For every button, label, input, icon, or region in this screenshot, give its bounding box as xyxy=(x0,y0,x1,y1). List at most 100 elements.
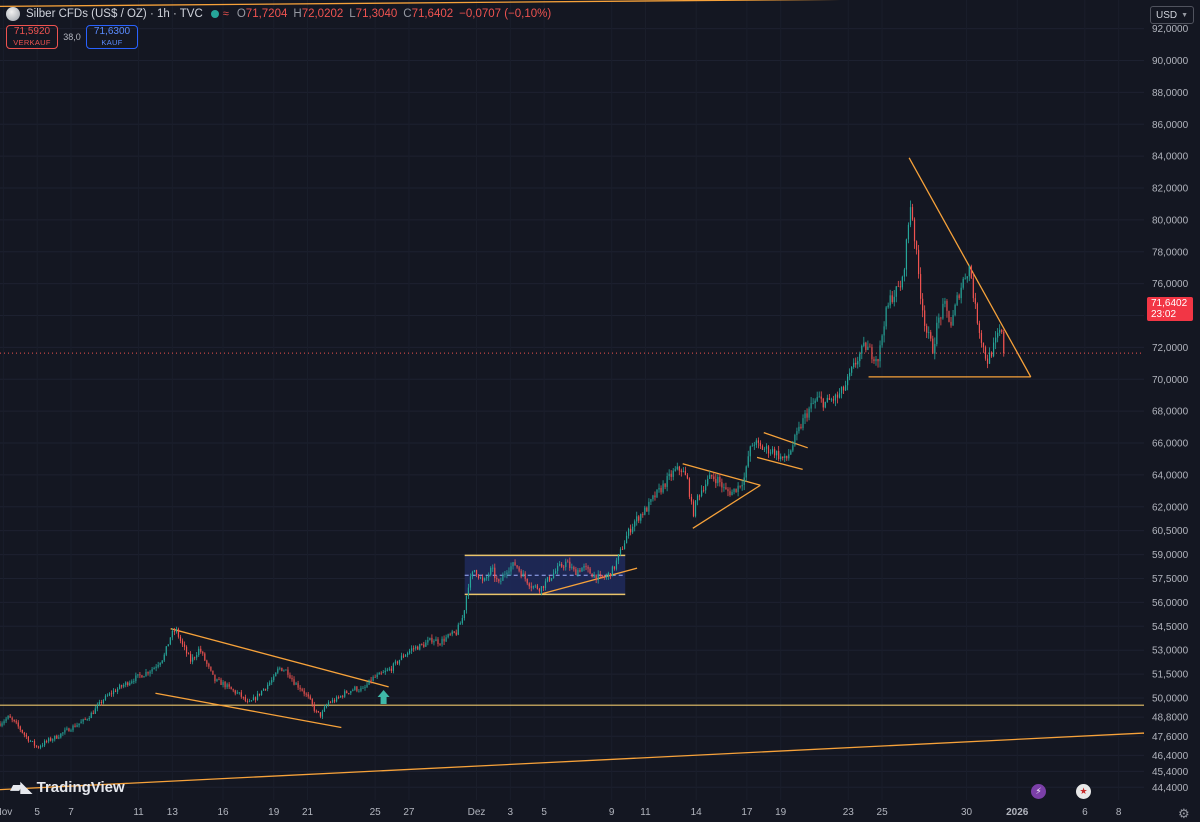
candle-body-481 xyxy=(974,298,976,304)
candle-body-185 xyxy=(374,677,376,678)
candle-270 xyxy=(546,576,549,583)
candle-223 xyxy=(451,629,453,637)
candle-242 xyxy=(490,566,492,577)
candle-body-478 xyxy=(968,266,970,277)
candle-63 xyxy=(127,681,129,687)
marker-layer[interactable] xyxy=(377,690,390,705)
candle-body-249 xyxy=(504,574,506,576)
candle-body-74 xyxy=(149,671,151,674)
candle-191 xyxy=(386,667,388,672)
candle-body-398 xyxy=(806,413,808,418)
candle-82 xyxy=(165,646,167,657)
candle-body-421 xyxy=(853,362,855,367)
candle-393 xyxy=(796,427,798,441)
candle-body-196 xyxy=(396,661,399,664)
candle-body-401 xyxy=(812,402,814,404)
gear-icon[interactable]: ⚙ xyxy=(1178,806,1190,821)
currency-selector[interactable]: USD ▼ xyxy=(1150,6,1194,24)
candle-111 xyxy=(224,680,226,690)
candle-body-93 xyxy=(187,653,190,655)
candle-450 xyxy=(911,203,914,221)
candle-220 xyxy=(445,634,447,643)
candle-41 xyxy=(82,718,84,725)
candle-269 xyxy=(544,578,547,591)
candle-body-110 xyxy=(222,681,224,686)
tradingview-watermark[interactable]: ▰◣ TradingView xyxy=(10,777,125,797)
sell-button[interactable]: 71,5920 VERKAUF xyxy=(6,25,58,49)
candle-59 xyxy=(119,683,121,690)
x-tick-label-9: 27 xyxy=(403,807,415,818)
candle-body-482 xyxy=(976,303,978,324)
candle-body-321 xyxy=(650,499,652,502)
candle-body-359 xyxy=(727,489,729,492)
candle-237 xyxy=(479,576,482,580)
candle-254 xyxy=(514,559,516,566)
candle-body-173 xyxy=(350,691,352,694)
candle-body-158 xyxy=(319,712,321,717)
time-axis[interactable]: Nov 5 7 11 13 16 19 21 25 27 Dez 3 5 9 11 14 17 19 23 25 30 2… xyxy=(0,800,1200,822)
trendline-0 xyxy=(0,732,1145,791)
candle-body-338 xyxy=(684,471,686,476)
price-axis[interactable]: 92,0000 90,0000 88,0000 86,0000 84,0000 82,00… xyxy=(1144,0,1200,822)
candle-38 xyxy=(76,722,78,728)
candle-body-325 xyxy=(658,487,660,490)
candle-body-81 xyxy=(163,654,165,661)
candle-296 xyxy=(599,570,601,578)
candle-body-180 xyxy=(364,687,366,689)
candle-23 xyxy=(46,739,48,744)
candle-402 xyxy=(814,398,816,409)
candle-body-122 xyxy=(246,700,248,702)
candle-body-366 xyxy=(741,484,743,487)
candle-27 xyxy=(54,735,56,742)
candle-275 xyxy=(557,562,559,575)
us-flag-event-icon[interactable]: ★ xyxy=(1076,784,1091,799)
candle-53 xyxy=(106,693,109,697)
candle-113 xyxy=(228,682,230,689)
candle-body-448 xyxy=(907,224,910,240)
candle-493 xyxy=(999,324,1001,337)
x-tick-label-19: 25 xyxy=(877,807,889,818)
candle-body-414 xyxy=(838,393,841,398)
candle-12 xyxy=(23,731,25,738)
candle-403 xyxy=(816,391,818,403)
y-tick-label-8: 76,0000 xyxy=(1152,279,1189,290)
candle-body-373 xyxy=(755,440,757,445)
candle-body-394 xyxy=(798,426,800,432)
candle-283 xyxy=(573,565,575,572)
candle-6 xyxy=(11,716,13,723)
x-tick-label-4: 13 xyxy=(167,807,179,818)
candle-9 xyxy=(17,720,19,729)
trendline-layer[interactable] xyxy=(0,0,1145,791)
candle-body-148 xyxy=(299,687,301,690)
symbol-title[interactable]: Silber CFDs (US$ / OZ) · 1h · TVC xyxy=(26,8,203,20)
candle-475 xyxy=(962,276,964,290)
candle-body-152 xyxy=(307,694,309,697)
candle-body-367 xyxy=(743,477,745,485)
candle-391 xyxy=(792,440,794,453)
candle-392 xyxy=(794,433,796,447)
candle-body-237 xyxy=(479,577,482,579)
candle-body-24 xyxy=(48,738,50,742)
candle-body-439 xyxy=(889,295,891,306)
candle-body-235 xyxy=(475,569,478,575)
candle-411 xyxy=(832,395,835,404)
candle-175 xyxy=(354,685,356,691)
candle-380 xyxy=(769,449,772,456)
candle-body-362 xyxy=(733,488,735,492)
candle-body-388 xyxy=(786,455,788,459)
candle-body-426 xyxy=(863,342,865,346)
candle-222 xyxy=(449,632,451,636)
candle-body-116 xyxy=(234,690,236,694)
candle-341 xyxy=(690,493,693,505)
candle-body-301 xyxy=(609,573,611,577)
ohlc-high-value: 72,0202 xyxy=(301,8,344,20)
candle-body-288 xyxy=(583,566,585,568)
candle-325 xyxy=(658,483,660,493)
buy-button[interactable]: 71,6300 KAUF xyxy=(86,25,138,49)
lightning-event-icon[interactable]: ⚡ xyxy=(1031,784,1046,799)
candle-body-200 xyxy=(404,655,407,657)
candle-122 xyxy=(246,698,248,704)
candle-248 xyxy=(502,572,504,581)
candle-body-299 xyxy=(605,576,607,578)
